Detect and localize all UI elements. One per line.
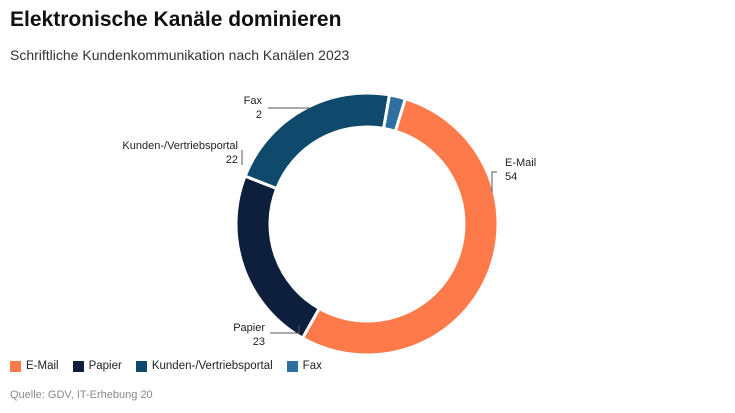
legend-item-papier: Papier [72, 360, 122, 372]
chart-title: Elektronische Kanäle dominieren [10, 8, 342, 31]
data-label-fax-name: Fax [244, 95, 263, 107]
legend-item-fax: Fax [286, 360, 322, 372]
legend-label-email: E-Mail [26, 360, 59, 372]
slice-portal [243, 91, 392, 191]
data-label-papier-name: Papier [233, 322, 265, 334]
data-label-email-value: 54 [505, 171, 517, 183]
data-label-portal-name: Kunden-/Vertriebsportal [122, 140, 238, 152]
legend-label-portal: Kunden-/Vertriebsportal [151, 360, 273, 372]
chart-subtitle: Schriftliche Kundenkommunikation nach Ka… [10, 47, 350, 63]
legend-label-fax: Fax [302, 360, 322, 372]
data-label-portal-value: 22 [226, 154, 238, 166]
slice-fax [381, 93, 408, 134]
slice-papier [234, 174, 322, 341]
data-label-email-name: E-Mail [505, 157, 536, 169]
legend: E-Mail Papier Kunden-/Vertriebsportal Fa… [10, 360, 336, 372]
source-note: Quelle: GDV, IT-Erhebung 20 [10, 389, 153, 401]
legend-item-portal: Kunden-/Vertriebsportal [135, 360, 273, 372]
leader-email [491, 171, 497, 192]
legend-item-email: E-Mail [10, 360, 59, 372]
data-label-papier-value: 23 [253, 336, 265, 348]
slice-email [300, 96, 500, 357]
leader-papier [270, 325, 300, 334]
legend-swatch-papier [72, 360, 84, 372]
legend-swatch-email [10, 360, 21, 372]
legend-label-papier: Papier [88, 360, 122, 372]
data-label-fax-value: 2 [256, 109, 262, 121]
legend-swatch-portal [135, 360, 147, 372]
legend-swatch-fax [286, 360, 298, 372]
